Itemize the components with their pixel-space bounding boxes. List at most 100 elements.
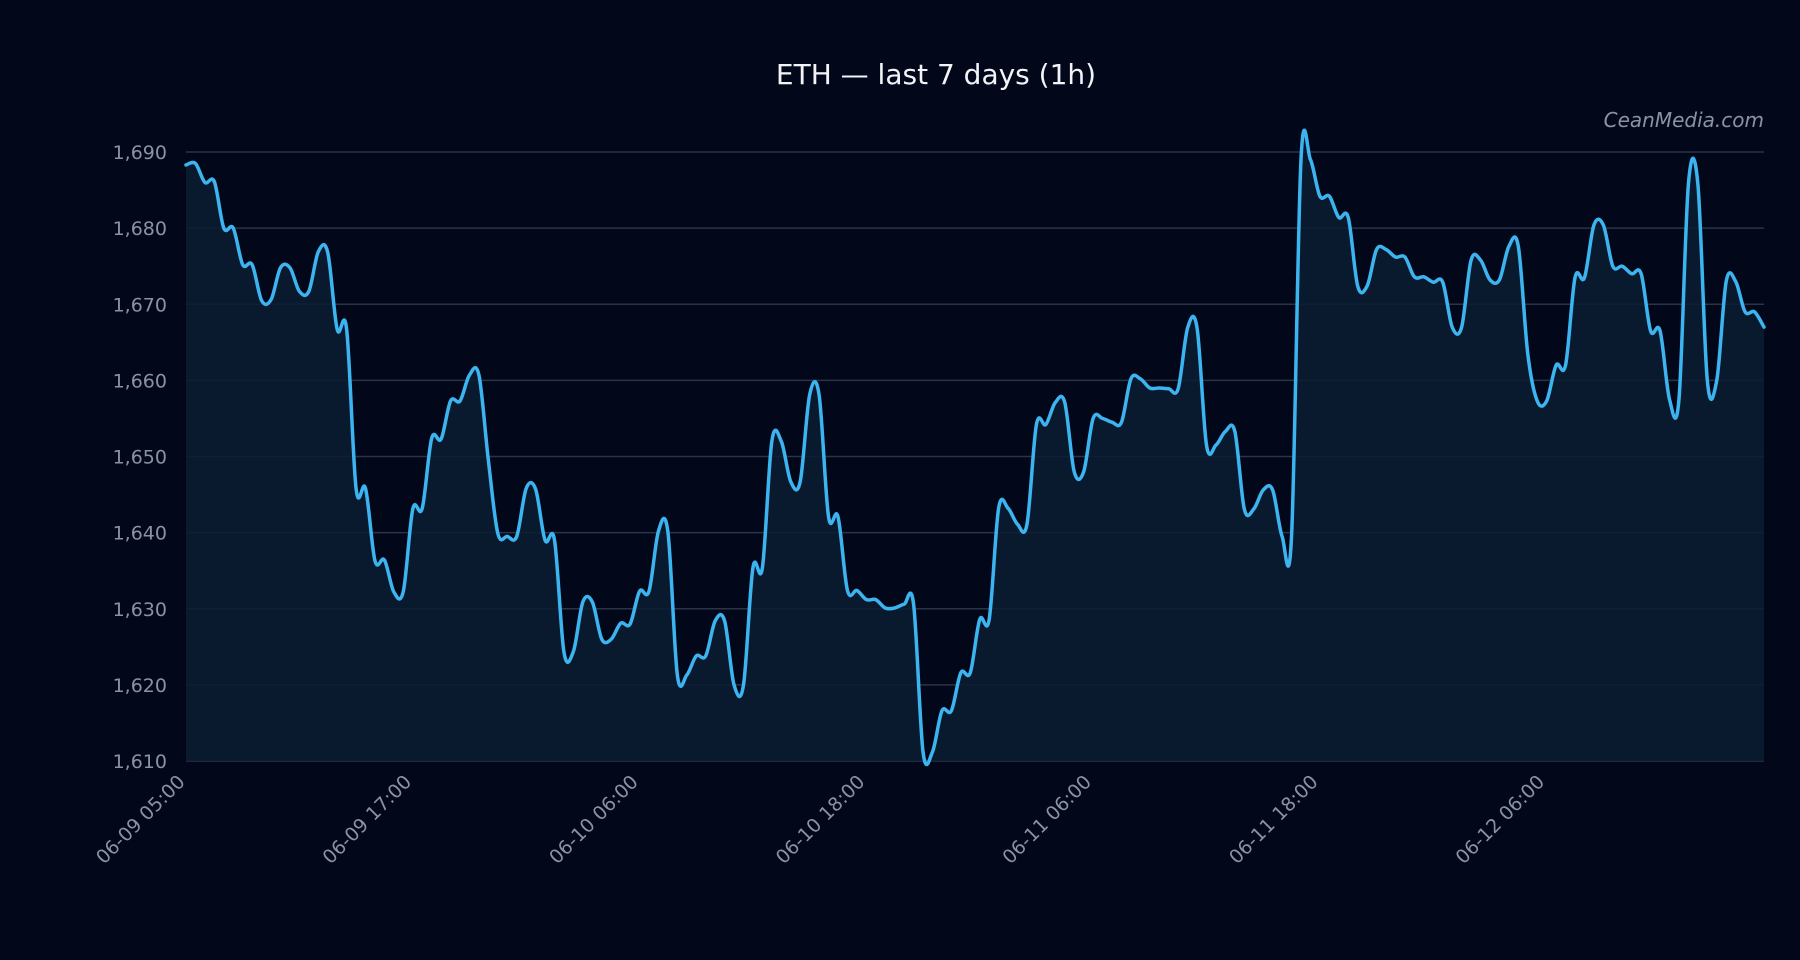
data-point <box>278 266 282 270</box>
data-point <box>1034 423 1038 427</box>
data-point <box>836 515 840 519</box>
data-point <box>241 263 245 267</box>
data-point <box>524 486 528 490</box>
data-point <box>1356 284 1360 288</box>
data-point <box>855 588 859 592</box>
data-point <box>1639 272 1643 276</box>
data-point <box>1280 534 1284 538</box>
data-point <box>921 750 925 754</box>
data-point <box>1573 276 1577 280</box>
data-point <box>1176 387 1180 391</box>
data-point <box>534 487 538 491</box>
data-point <box>269 298 273 302</box>
data-point <box>1233 429 1237 433</box>
data-point <box>505 534 509 538</box>
data-point <box>1261 488 1265 492</box>
data-point <box>1025 522 1029 526</box>
data-point <box>231 226 235 230</box>
data-point <box>1431 280 1435 284</box>
data-point <box>940 709 944 713</box>
data-point <box>354 486 358 490</box>
data-point <box>335 327 339 331</box>
data-point <box>600 637 604 641</box>
data-point <box>1375 247 1379 251</box>
data-point <box>1696 182 1700 186</box>
data-point <box>675 673 679 677</box>
data-point <box>467 373 471 377</box>
data-point <box>1271 488 1275 492</box>
data-point <box>1677 397 1681 401</box>
data-point <box>1582 276 1586 280</box>
data-point <box>1223 429 1227 433</box>
y-tick-label: 1,680 <box>113 218 167 240</box>
data-point <box>845 588 849 592</box>
data-point <box>779 439 783 443</box>
data-point <box>477 373 481 377</box>
data-point <box>628 622 632 626</box>
data-point <box>449 399 453 403</box>
y-axis-tick-labels: 1,610 1,620 1,630 1,640 1,650 1,660 1,670 1,680… <box>113 142 167 773</box>
data-point <box>1346 215 1350 219</box>
data-point <box>1327 194 1331 198</box>
data-point <box>222 226 226 230</box>
data-point <box>1743 310 1747 314</box>
data-point <box>1507 244 1511 248</box>
data-point <box>1252 507 1256 511</box>
data-point <box>515 534 519 538</box>
data-point <box>723 619 727 623</box>
data-point <box>1668 397 1672 401</box>
data-point <box>647 589 651 593</box>
data-point <box>666 530 670 534</box>
data-point <box>1705 378 1709 382</box>
data-point <box>1630 272 1634 276</box>
data-point <box>411 507 415 511</box>
area-fill-group <box>186 130 1764 765</box>
data-point <box>1299 158 1303 162</box>
data-point <box>439 437 443 441</box>
chart-title: ETH — last 7 days (1h) <box>776 58 1096 91</box>
data-point <box>1148 386 1152 390</box>
data-point <box>184 163 188 167</box>
data-point <box>1006 506 1010 510</box>
y-tick-label: 1,670 <box>113 294 167 316</box>
data-point <box>326 250 330 254</box>
data-point <box>949 709 953 713</box>
data-point <box>543 538 547 542</box>
data-point <box>212 180 216 184</box>
data-point <box>609 637 613 641</box>
data-point <box>297 289 301 293</box>
data-point <box>694 654 698 658</box>
data-point <box>1365 284 1369 288</box>
data-point <box>1497 278 1501 282</box>
data-point <box>1016 522 1020 526</box>
data-point <box>553 538 557 542</box>
data-point <box>817 393 821 397</box>
data-point <box>1516 244 1520 248</box>
data-point <box>1545 399 1549 403</box>
data-point <box>1734 279 1738 283</box>
data-point <box>458 399 462 403</box>
data-point <box>1138 377 1142 381</box>
data-point <box>742 683 746 687</box>
data-point <box>959 671 963 675</box>
data-point <box>1762 325 1766 329</box>
data-point <box>1564 363 1568 367</box>
y-tick-label: 1,650 <box>113 447 167 469</box>
data-point <box>1422 275 1426 279</box>
data-point <box>1412 275 1416 279</box>
data-point <box>893 606 897 610</box>
data-point <box>392 590 396 594</box>
series-area-fill <box>186 130 1764 765</box>
data-point <box>1611 264 1615 268</box>
data-point <box>486 458 490 462</box>
data-point <box>1205 443 1209 447</box>
data-point <box>364 486 368 490</box>
data-point <box>1460 325 1464 329</box>
data-point <box>193 161 197 165</box>
data-point <box>203 180 207 184</box>
data-point <box>1479 258 1483 262</box>
data-point <box>1526 352 1530 356</box>
data-point <box>496 531 500 535</box>
